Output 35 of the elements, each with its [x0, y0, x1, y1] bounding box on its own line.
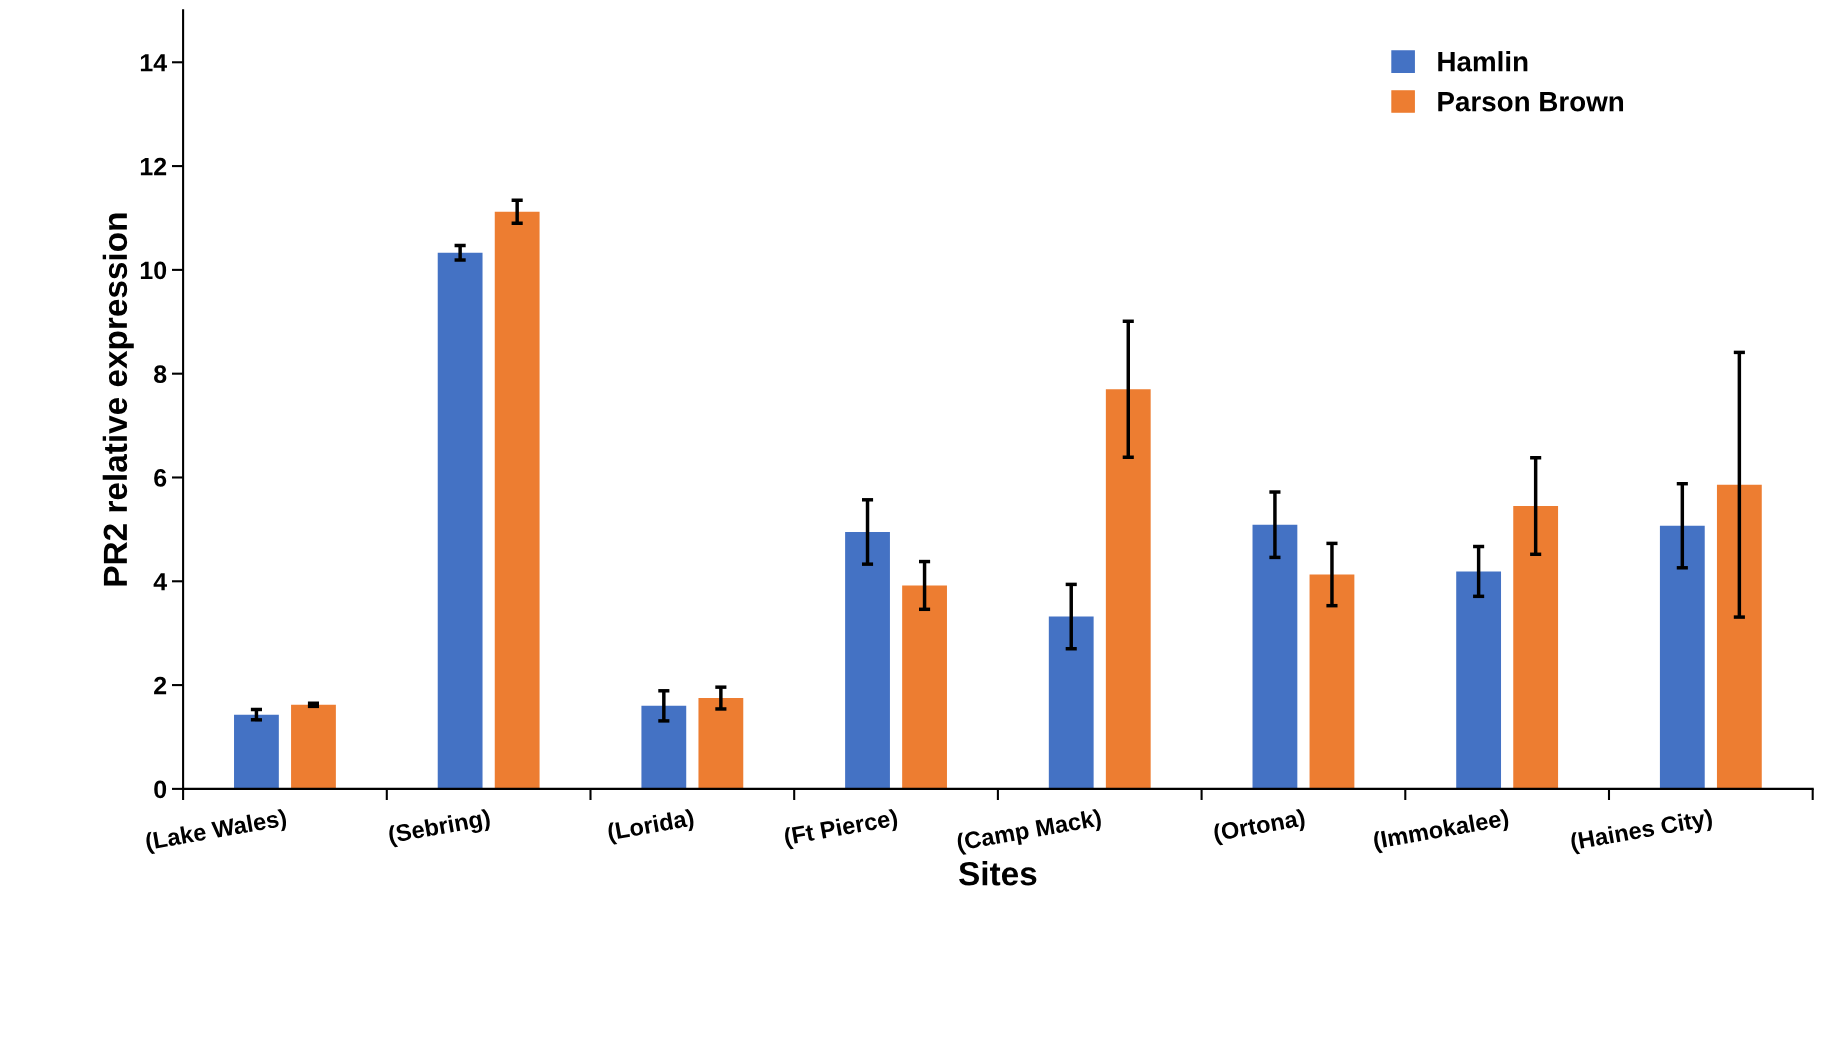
x-tick-label: (Haines City) [1569, 808, 1714, 855]
y-tick-label: 2 [154, 676, 167, 695]
bar [494, 211, 540, 789]
legend-label: Hamlin [1438, 51, 1528, 72]
bar [234, 714, 279, 789]
x-tick-label: (Ft Pierce) [783, 808, 899, 850]
bar [437, 252, 483, 789]
x-tick-label: (Lorida) [606, 808, 696, 846]
y-tick-label: 4 [153, 573, 167, 591]
bar [1252, 524, 1298, 789]
bar [902, 585, 947, 789]
bar [845, 531, 890, 789]
bar [291, 704, 336, 789]
bar [1309, 574, 1355, 789]
bar [1716, 484, 1762, 789]
y-tick-label: 10 [140, 261, 167, 280]
x-tick-label: (Lake Wales) [144, 808, 288, 855]
legend-label: Parson Brown [1438, 92, 1624, 112]
x-tick-label: (Ortona) [1212, 808, 1307, 846]
x-tick-label: (Camp Mack) [956, 808, 1103, 856]
bar [1659, 525, 1705, 789]
bar [1048, 616, 1094, 789]
y-tick-label: 8 [154, 365, 167, 383]
bar [1456, 571, 1502, 789]
y-tick-label: 12 [140, 157, 167, 176]
bar [698, 698, 744, 789]
x-axis-title: Sites [959, 861, 1037, 886]
bar [1513, 506, 1559, 789]
y-tick-label: 6 [154, 469, 167, 487]
bar [1105, 389, 1151, 789]
y-tick-label: 0 [154, 780, 167, 799]
y-axis-title: PR2 relative expression [102, 213, 134, 586]
y-tick-label: 14 [140, 54, 167, 72]
x-tick-label: (Sebring) [387, 808, 492, 848]
bar [641, 705, 687, 789]
